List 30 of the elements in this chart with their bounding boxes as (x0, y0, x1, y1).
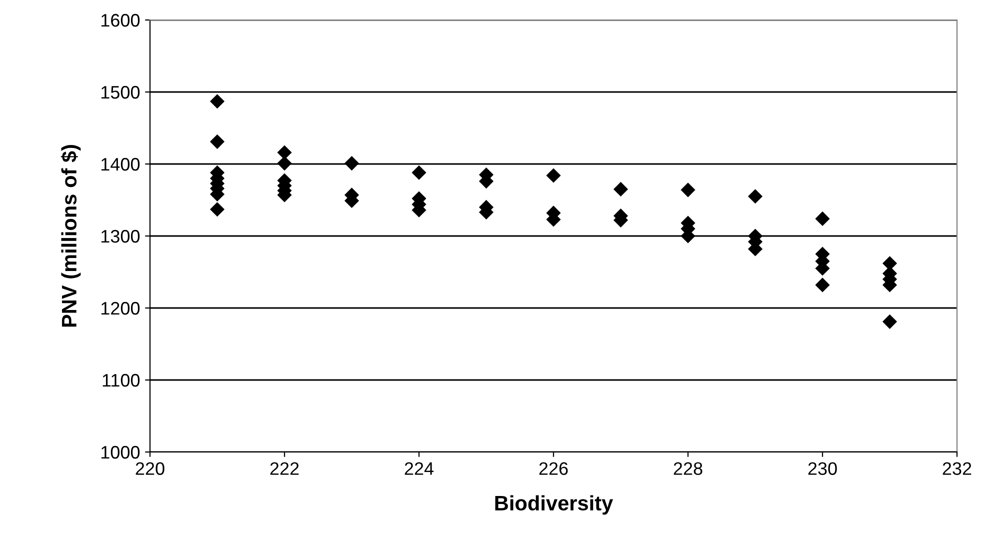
point (748, 189, 763, 204)
y-tick-label: 1400 (101, 158, 140, 171)
x-tick-label: 226 (539, 462, 568, 475)
x-tick-label: 232 (942, 462, 972, 475)
point (210, 202, 225, 217)
y-tick-label: 1200 (101, 302, 140, 315)
point (210, 94, 225, 109)
point (277, 145, 292, 160)
x-tick-label: 222 (270, 462, 299, 475)
point (882, 314, 898, 329)
y-tick-label: 1300 (101, 230, 140, 243)
point (546, 168, 561, 183)
x-axis-title: Biodiversity (495, 495, 614, 515)
y-tick-label: 1600 (101, 14, 140, 27)
x-tick-label: 224 (404, 462, 434, 475)
y-tick-label: 1000 (101, 446, 140, 459)
point (613, 182, 628, 196)
y-tick-label: 1500 (101, 86, 140, 99)
x-tick-label: 228 (674, 462, 702, 475)
point (277, 156, 292, 171)
point (210, 134, 225, 149)
point (815, 211, 830, 226)
x-tick-label: 220 (136, 462, 164, 475)
point (412, 165, 426, 180)
y-tick-label: 1100 (102, 374, 140, 387)
y-axis-title: PNV (millions of $) (60, 145, 81, 327)
point (815, 278, 830, 292)
point (344, 156, 360, 171)
point (680, 182, 696, 198)
x-tick-label: 230 (808, 462, 837, 475)
